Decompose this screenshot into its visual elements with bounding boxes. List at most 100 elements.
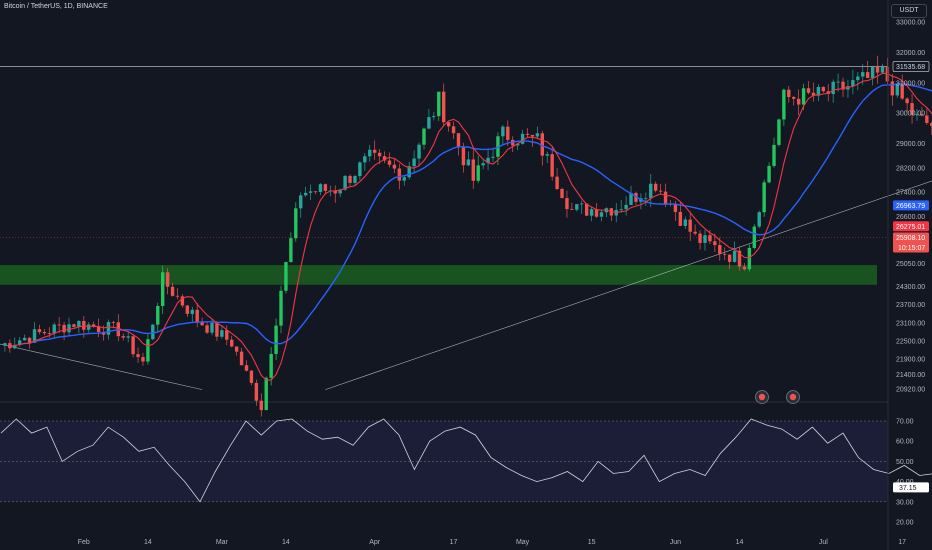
candle-body	[476, 165, 480, 181]
candle	[629, 185, 633, 206]
candle-body	[303, 192, 308, 196]
us-flag-icon	[789, 393, 797, 401]
candle	[466, 151, 471, 167]
candle	[131, 335, 135, 358]
candle-body	[269, 353, 273, 378]
candle	[624, 196, 628, 216]
candle	[358, 161, 362, 181]
currency-badge[interactable]: USDT	[891, 4, 927, 18]
candle-body	[146, 339, 150, 362]
candle-body	[348, 175, 352, 183]
time-tick-label: 14	[282, 539, 290, 546]
price-axis[interactable]: 33000.00 32000.00 31000.00 30000.00 29000.00…	[887, 0, 925, 550]
candle	[151, 323, 155, 341]
candle	[796, 89, 801, 116]
rsi-tick-label: 60.00	[896, 439, 914, 446]
candle	[471, 149, 475, 189]
candle	[294, 202, 298, 242]
candle	[57, 317, 61, 333]
time-tick-label: 14	[736, 539, 744, 546]
candle-body	[732, 250, 737, 262]
candle-body	[905, 98, 909, 104]
candle	[653, 181, 658, 193]
candle	[851, 69, 855, 95]
candle-body	[3, 343, 7, 346]
candle	[254, 379, 259, 406]
candle	[658, 183, 663, 195]
candle-body	[407, 166, 411, 178]
candle-body	[244, 365, 249, 371]
candle	[442, 83, 446, 126]
candle	[491, 147, 495, 163]
trendline[interactable]	[0, 343, 203, 390]
price-label-box	[893, 221, 929, 232]
candle	[925, 107, 929, 125]
candle-body	[279, 290, 283, 326]
candle-body	[683, 219, 687, 226]
candle-body	[121, 336, 125, 338]
candle-body	[461, 147, 466, 166]
candle-body	[195, 309, 199, 323]
candle	[225, 325, 229, 346]
chart-annotations	[0, 66, 932, 390]
candle-body	[141, 357, 145, 362]
trendline[interactable]	[325, 113, 932, 390]
candle-body	[535, 133, 540, 137]
candle-body	[693, 231, 697, 234]
candle	[703, 229, 707, 251]
candle-body	[62, 324, 66, 333]
candle	[22, 334, 27, 341]
candle-body	[900, 83, 904, 99]
candle-body	[432, 116, 436, 118]
candle-body	[782, 89, 786, 120]
candle-body	[742, 266, 747, 270]
candle	[96, 318, 101, 338]
candle-body	[442, 91, 446, 123]
time-tick-label: 17	[898, 539, 906, 546]
candle-body	[629, 192, 633, 205]
rsi-tick-label: 50.00	[896, 459, 914, 466]
ma-slow-line	[19, 83, 932, 346]
candle	[865, 60, 870, 79]
price-tick-label: 23700.00	[896, 302, 925, 309]
candle-body	[501, 126, 505, 137]
candle	[644, 192, 648, 206]
candle-body	[446, 122, 451, 127]
candle	[417, 142, 421, 167]
price-tick-label: 20920.00	[896, 387, 925, 394]
candle	[412, 150, 416, 174]
candle	[13, 337, 17, 350]
candle	[18, 337, 22, 347]
candle	[461, 142, 466, 173]
support-zone[interactable]	[0, 265, 877, 285]
candle	[836, 73, 840, 92]
candlestick-series	[3, 55, 932, 417]
time-tick-label: 14	[144, 539, 152, 546]
candle-body	[619, 209, 623, 210]
price-tick-label: 23100.00	[896, 320, 925, 327]
time-axis[interactable]: Feb14Mar14Apr17May15Jun14Jul17Aug14Sep18…	[78, 539, 932, 546]
price-tick-label: 29000.00	[896, 141, 925, 148]
price-label-text: 26963.79	[896, 203, 925, 210]
price-tick-label: 28200.00	[896, 165, 925, 172]
candle	[905, 97, 909, 113]
candle-body	[259, 400, 263, 411]
candle-body	[481, 163, 485, 166]
candle	[545, 151, 549, 164]
candle-body	[890, 81, 895, 96]
candle	[560, 187, 564, 199]
event-icons[interactable]	[755, 390, 800, 404]
price-tick-label: 21400.00	[896, 372, 925, 379]
candle	[195, 302, 199, 328]
candle-body	[688, 219, 692, 232]
candle	[580, 200, 584, 214]
candle	[303, 186, 308, 197]
candle	[377, 149, 382, 164]
candle	[762, 179, 766, 217]
candle	[683, 216, 687, 229]
candle-body	[708, 235, 712, 242]
rsi-tick-label: 30.00	[896, 499, 914, 506]
candle	[308, 184, 313, 200]
